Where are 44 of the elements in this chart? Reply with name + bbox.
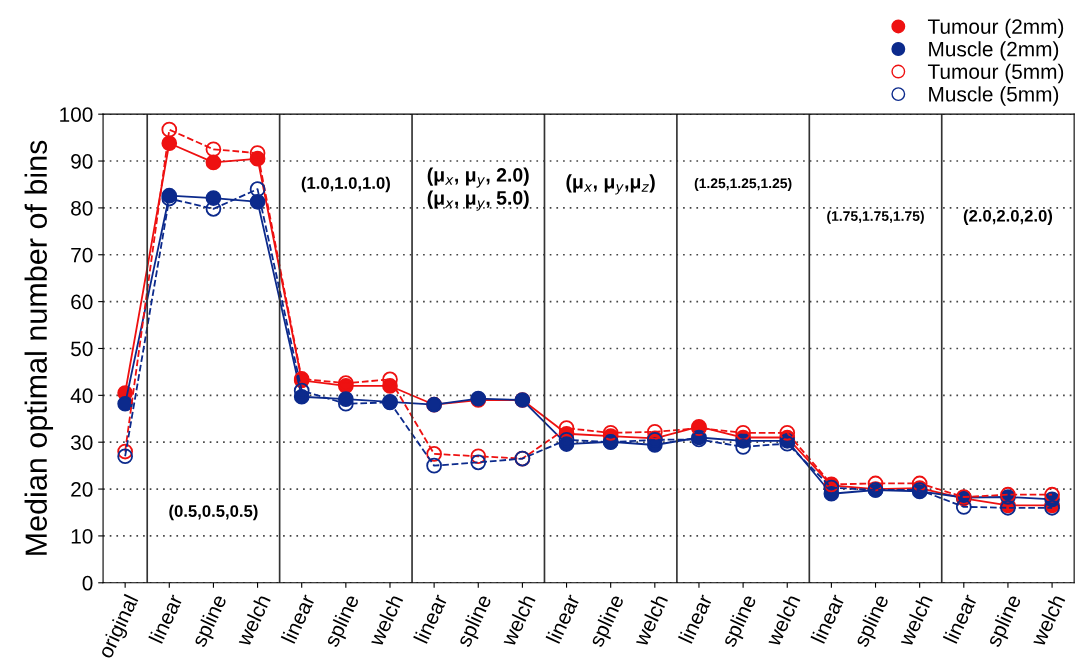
y-tick-label: 0 [82, 575, 93, 591]
annotation: (1.75,1.75,1.75) [827, 210, 924, 224]
x-tick-label: linear [678, 592, 713, 644]
annotation: (1.0,1.0,1.0) [301, 176, 390, 193]
x-tick-label: welch [499, 593, 536, 648]
y-tick-label: 80 [71, 200, 93, 216]
text: (μ$_{x}$, μ$_{y}$, 2.0) (μ$_{x}$, μ$_{y}$, 5.0) [427, 167, 529, 211]
y-tick-label: 10 [71, 528, 93, 544]
y-tick-label: 30 [70, 435, 93, 450]
x-tick-label: welch [897, 593, 933, 648]
annotation: (1.25,1.25,1.25) [694, 178, 792, 191]
legend-label: Muscle (2mm) [929, 41, 1059, 61]
x-tick-label: spline [587, 593, 628, 650]
annotation: (0.5,0.5,0.5) [169, 504, 258, 521]
x-tick-label: spline [323, 593, 364, 650]
legend-label: Tumour (5mm) [927, 63, 1064, 84]
x-tick-label: welch [235, 593, 271, 648]
x-tick-label: spline [455, 593, 496, 650]
y-tick-label: 20 [71, 482, 93, 497]
x-tick-label: linear [942, 592, 978, 644]
x-tick-label: linear [810, 592, 846, 644]
y-tick-label: 70 [71, 247, 93, 263]
x-tick-label: welch [632, 593, 669, 648]
x-tick-label: spline [720, 593, 761, 650]
x-tick-label: spline [852, 593, 893, 650]
y-tick-label: 40 [70, 388, 93, 404]
x-tick-label: linear [148, 592, 184, 644]
x-tick-label: welch [367, 593, 404, 648]
y-tick-label: 50 [71, 341, 93, 357]
y-tick-label: 60 [71, 294, 93, 310]
x-tick-label: linear [413, 592, 448, 644]
annotation: (μ$_{x}$, μ$_{y}$,μ$_{z}$) [566, 174, 655, 195]
y-tick-label: 100 [60, 107, 93, 122]
legend-label: Muscle (5mm) [929, 86, 1059, 106]
y-axis-title: Median optimal number of bins [24, 140, 54, 555]
x-tick-label: spline [985, 593, 1026, 650]
x-tick-label: linear [280, 592, 316, 644]
x-tick-label: welch [1029, 593, 1066, 648]
x-tick-label: welch [764, 593, 801, 648]
legend-label: Tumour (2mm) [927, 18, 1064, 39]
y-tick-label: 90 [71, 154, 93, 169]
annotation: (2.0,2.0,2.0) [963, 209, 1053, 226]
x-tick-label: linear [545, 592, 581, 644]
x-tick-label: spline [190, 593, 231, 650]
